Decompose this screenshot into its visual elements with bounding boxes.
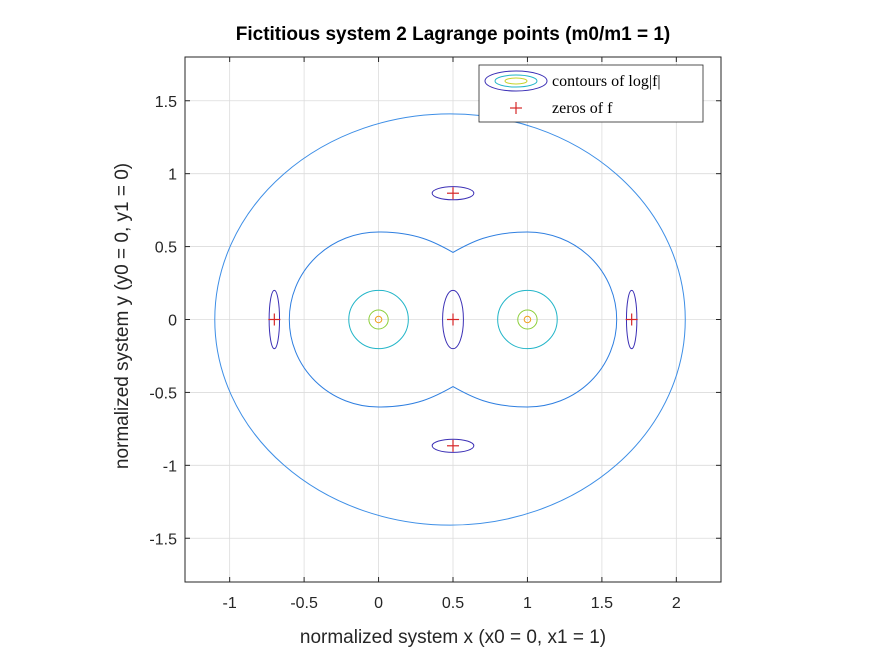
legend-contour-icon <box>484 70 548 92</box>
legend-label-zeros: zeros of f <box>552 100 613 117</box>
x-tick-label: 1 <box>523 595 532 612</box>
y-tick-label: 0 <box>168 313 177 330</box>
x-tick-label: 0.5 <box>442 595 464 612</box>
legend-zero-marker <box>510 102 522 114</box>
contour-outer <box>214 113 686 526</box>
y-tick-label: 1 <box>168 167 177 184</box>
contour-mass-inner <box>517 309 538 330</box>
contour-mass-ring <box>497 289 558 350</box>
y-axis-label: normalized system y (y0 = 0, y1 = 0) <box>112 163 133 469</box>
x-tick-label: 2 <box>672 595 681 612</box>
x-axis-label: normalized system x (x0 = 0, x1 = 1) <box>300 627 606 648</box>
legend-label-contours: contours of log|f| <box>552 73 661 90</box>
contour-mass-core <box>374 315 383 324</box>
y-axis-ticks: -1.5 -1 -0.5 0 0.5 1 1.5 <box>149 94 721 548</box>
contour-l5 <box>431 438 475 453</box>
y-tick-label: 1.5 <box>155 94 177 111</box>
x-tick-label: 0 <box>374 595 383 612</box>
y-tick-label: -1 <box>163 458 177 475</box>
x-tick-label: -0.5 <box>290 595 318 612</box>
zero-marker <box>625 313 638 326</box>
y-tick-label: -0.5 <box>149 385 177 402</box>
zero-marker <box>447 187 459 200</box>
x-axis-ticks: -1 -0.5 0 0.5 1 1.5 2 <box>223 57 681 612</box>
zero-marker <box>447 439 459 452</box>
legend: contours of log|f| zeros of f <box>478 64 704 123</box>
y-tick-label: 0.5 <box>155 240 177 257</box>
x-tick-label: -1 <box>223 595 237 612</box>
contour-inner-peanut <box>288 231 618 408</box>
contour-l4 <box>431 186 475 201</box>
contour-mass-ring <box>348 289 409 350</box>
contour-mass-inner <box>368 309 389 330</box>
x-tick-label: 1.5 <box>591 595 613 612</box>
contour-mass-core <box>523 315 532 324</box>
zeros <box>268 187 638 452</box>
zero-marker <box>268 313 281 326</box>
y-tick-label: -1.5 <box>149 531 177 548</box>
contour-l1 <box>442 289 464 350</box>
chart-title: Fictitious system 2 Lagrange points (m0/… <box>236 24 670 45</box>
zero-marker <box>447 313 459 326</box>
